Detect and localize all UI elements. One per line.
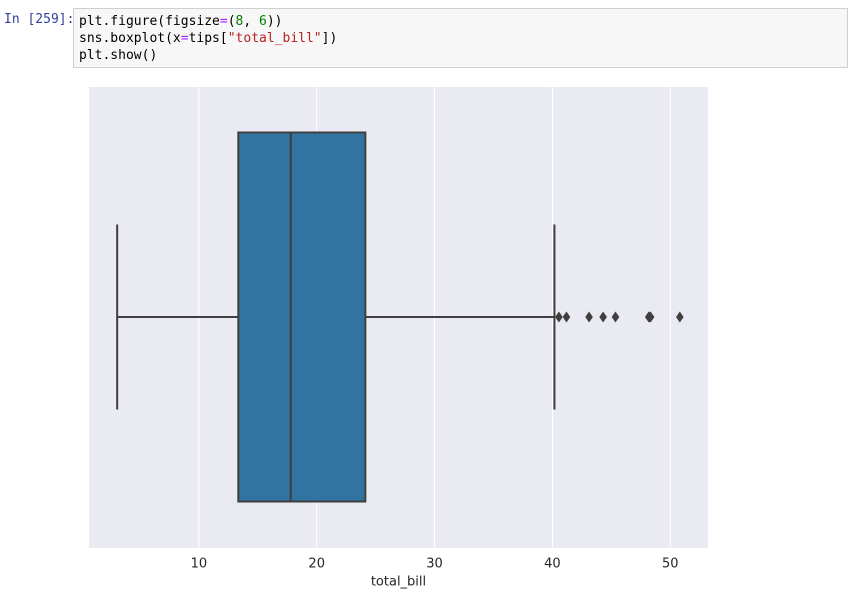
cell-prompt: In [259]: — [4, 12, 75, 27]
code-line: plt.figure(figsize=(8, 6)) — [79, 13, 842, 30]
outlier — [676, 311, 684, 323]
code-token: )) — [266, 14, 283, 29]
code-token: , — [243, 14, 260, 29]
outlier — [646, 311, 655, 323]
x-axis-label: total_bill — [371, 575, 426, 590]
code-token: 6 — [259, 14, 267, 29]
x-tick-label: 40 — [544, 557, 561, 572]
code-token: plt.show() — [79, 48, 158, 63]
outlier — [611, 311, 620, 323]
code-line: sns.boxplot(x=tips["total_bill"]) — [79, 30, 842, 47]
code-token: ( — [227, 14, 236, 29]
box — [237, 131, 367, 503]
outlier — [562, 311, 571, 323]
code-token: tips[ — [188, 31, 228, 46]
x-tick-label: 30 — [426, 557, 443, 572]
code-token: 8 — [235, 14, 244, 29]
x-tick-label: 20 — [308, 557, 325, 572]
code-token: sns.boxplot(x — [79, 31, 181, 46]
code-token: ]) — [321, 31, 338, 46]
code-token: "total_bill" — [227, 31, 322, 46]
outlier — [555, 311, 563, 323]
code-token: = — [180, 31, 189, 46]
code-line: plt.show() — [79, 47, 842, 64]
code-token: = — [219, 14, 228, 29]
x-tick-label: 50 — [662, 557, 679, 572]
x-tick-label: 10 — [191, 557, 208, 572]
code-token: plt.figure(figsize — [79, 14, 220, 29]
code-cell[interactable]: plt.figure(figsize=(8, 6)) sns.boxplot(x=… — [73, 8, 848, 68]
outlier — [585, 311, 593, 323]
outlier — [599, 311, 607, 323]
